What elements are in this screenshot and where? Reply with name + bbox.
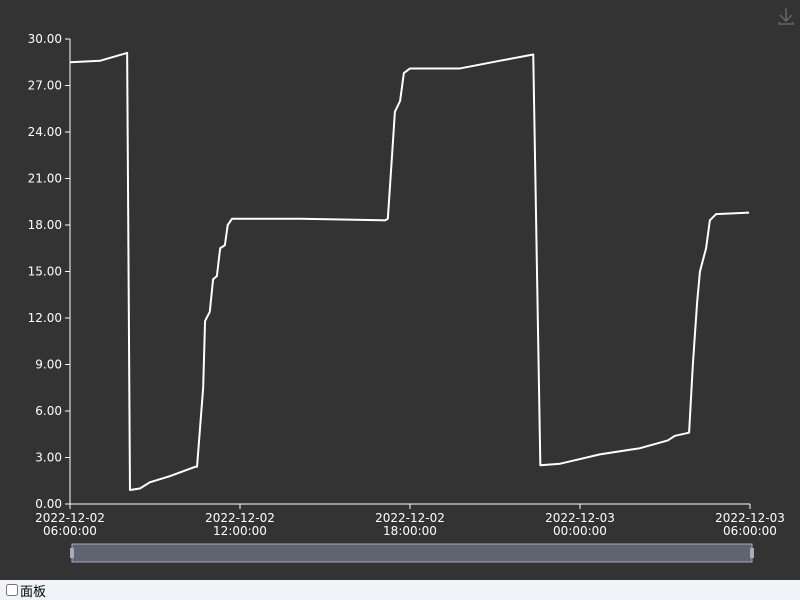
y-tick-label: 9.00 — [35, 358, 62, 372]
data-zoom-slider[interactable] — [71, 543, 753, 563]
zoom-handle[interactable] — [750, 548, 754, 558]
y-tick-label: 15.00 — [28, 265, 62, 279]
x-tick-label: 2022-12-02 06:00:00 — [35, 511, 105, 538]
data-line — [69, 51, 750, 492]
y-tick-label: 27.00 — [28, 79, 62, 93]
zoom-handle[interactable] — [70, 548, 74, 558]
x-tick-label: 2022-12-03 06:00:00 — [715, 511, 785, 538]
y-tick-label: 0.00 — [35, 497, 62, 511]
y-tick-label: 3.00 — [35, 451, 62, 465]
chart-background — [0, 0, 800, 580]
chart: 0.00 3.00 6.00 9.00 12.00 15.00 18.00 21.00 24.0… — [0, 0, 800, 580]
x-tick-label: 2022-12-02 12:00:00 — [205, 511, 275, 538]
y-tick-label: 6.00 — [35, 404, 62, 418]
panel-label: 面板 — [20, 584, 47, 600]
y-tick-label: 24.00 — [28, 125, 62, 139]
download-icon[interactable] — [778, 8, 794, 25]
y-tick-label: 18.00 — [28, 218, 62, 232]
x-tick-label: 2022-12-02 18:00:00 — [375, 511, 445, 538]
y-tick-label: 21.00 — [28, 172, 62, 186]
y-tick-label: 12.00 — [28, 311, 62, 325]
panel-checkbox[interactable] — [6, 584, 18, 596]
x-tick-label: 2022-12-03 00:00:00 — [545, 511, 615, 538]
panel-toggle: 面板 — [0, 580, 800, 600]
y-tick-label: 30.00 — [28, 32, 62, 46]
